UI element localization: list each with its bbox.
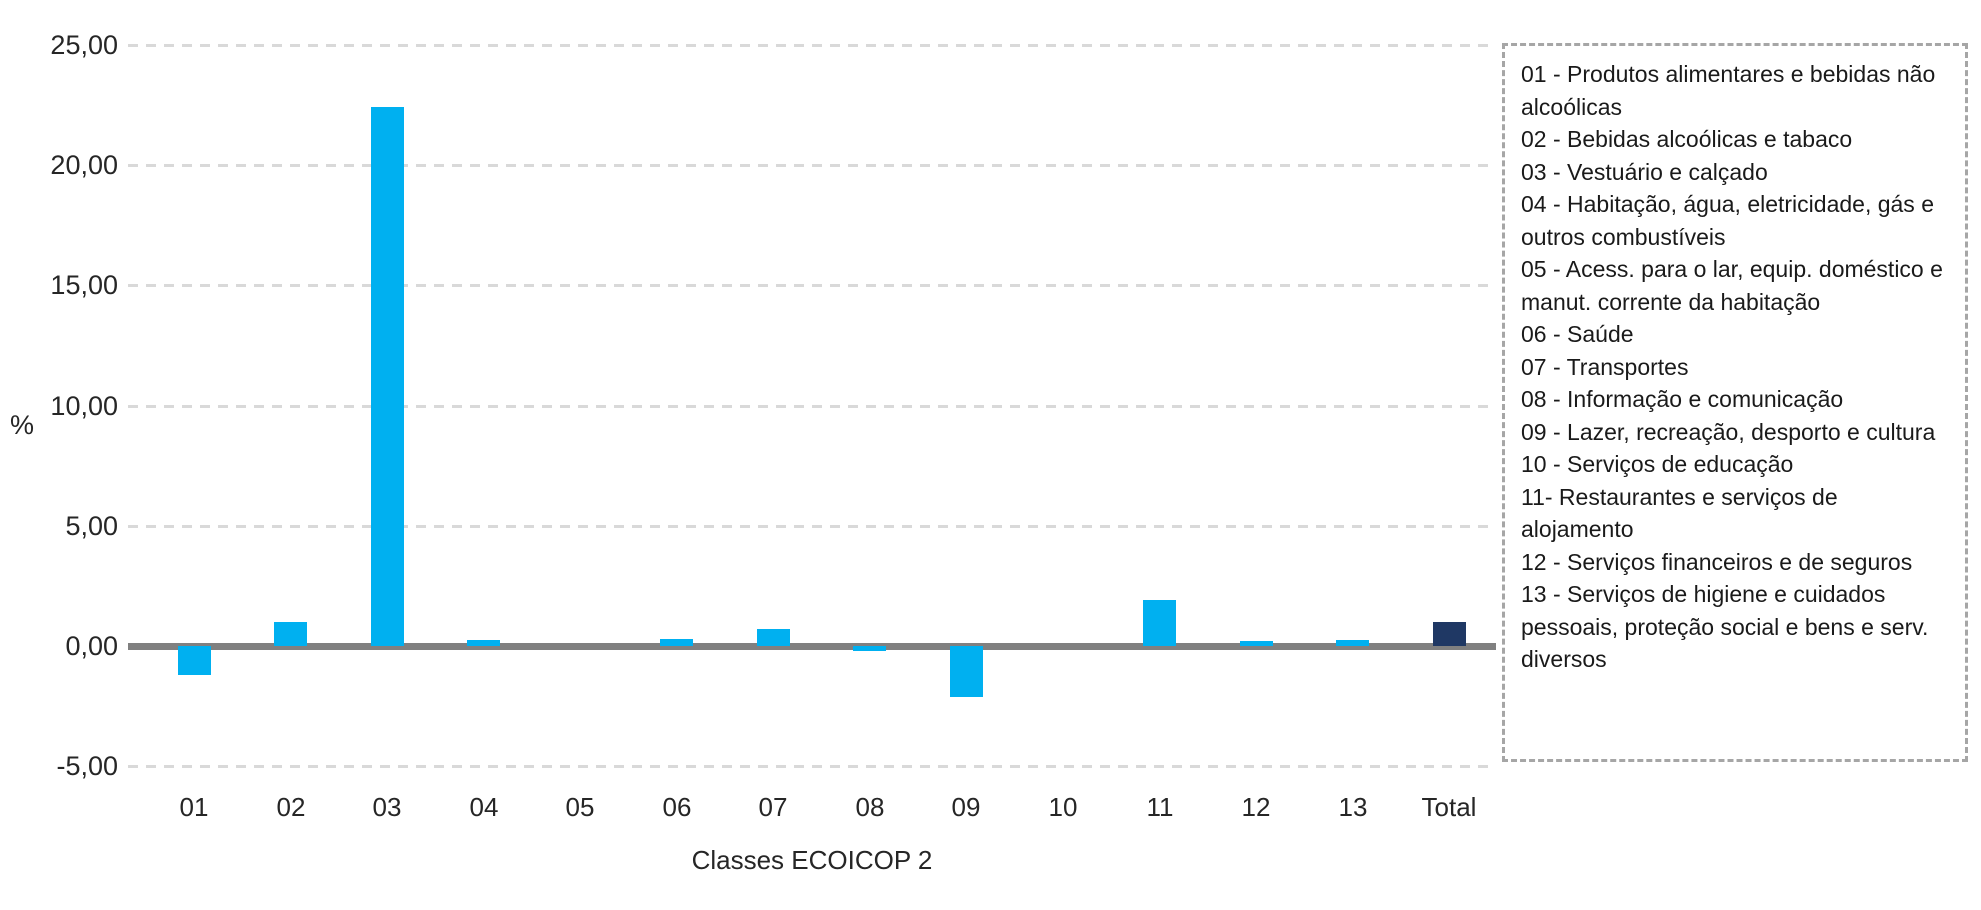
bar-total bbox=[1433, 622, 1466, 646]
y-axis-title: % bbox=[10, 410, 35, 440]
legend-item: 01 - Produtos alimentares e bebidas não … bbox=[1521, 61, 1936, 120]
bar-02 bbox=[274, 622, 307, 646]
legend-item: 13 - Serviços de higiene e cuidados pess… bbox=[1521, 581, 1929, 672]
gridline bbox=[128, 284, 1496, 287]
x-tick-label: 01 bbox=[179, 792, 209, 822]
legend-item: 10 - Serviços de educação bbox=[1521, 451, 1794, 477]
x-tick-label: 09 bbox=[951, 792, 981, 822]
bar-04 bbox=[467, 640, 500, 646]
legend-item: 07 - Transportes bbox=[1521, 353, 1689, 380]
legend-item: 11- Restaurantes e serviços de alojament… bbox=[1521, 483, 1838, 543]
legend-item: 09 - Lazer, recreação, desporto e cultur… bbox=[1521, 418, 1936, 445]
gridline bbox=[128, 44, 1496, 47]
bar-12 bbox=[1240, 641, 1273, 646]
y-tick-label: 10,00 bbox=[50, 391, 118, 421]
gridline bbox=[128, 525, 1496, 528]
x-tick-label: 10 bbox=[1048, 792, 1078, 822]
bar-11 bbox=[1143, 600, 1176, 646]
x-tick-label: 02 bbox=[276, 792, 306, 822]
bar-06 bbox=[660, 639, 693, 646]
bar-07 bbox=[757, 629, 790, 646]
gridline bbox=[128, 164, 1496, 167]
bar-09 bbox=[950, 646, 983, 697]
gridline bbox=[128, 765, 1496, 768]
x-tick-label: 05 bbox=[565, 792, 595, 822]
zero-axis-line bbox=[128, 642, 1496, 650]
bar-01 bbox=[178, 646, 211, 675]
legend-item: 06 - Saúde bbox=[1521, 321, 1634, 347]
legend-item: 05 - Acess. para o lar, equip. doméstico… bbox=[1521, 256, 1943, 315]
x-tick-label: 13 bbox=[1338, 792, 1368, 822]
legend-item: 12 - Serviços financeiros e de seguros bbox=[1521, 548, 1913, 575]
x-tick-label: 11 bbox=[1146, 792, 1174, 822]
x-tick-label: 12 bbox=[1241, 792, 1271, 822]
legend-item: 03 - Vestuário e calçado bbox=[1521, 158, 1768, 185]
legend-box: 01 - Produtos alimentares e bebidas não … bbox=[1502, 43, 1968, 762]
bar-03 bbox=[371, 107, 404, 646]
x-tick-label: 04 bbox=[469, 792, 499, 822]
y-tick-label: 15,00 bbox=[50, 270, 118, 300]
x-tick-label: Total bbox=[1421, 792, 1477, 822]
x-tick-label: 08 bbox=[855, 792, 885, 822]
legend-item: 04 - Habitação, água, eletricidade, gás … bbox=[1521, 191, 1934, 250]
y-tick-label: 20,00 bbox=[50, 150, 118, 180]
y-tick-label: 25,00 bbox=[50, 30, 118, 60]
x-tick-label: 03 bbox=[372, 792, 402, 822]
legend-item: 02 - Bebidas alcoólicas e tabaco bbox=[1521, 126, 1853, 152]
x-tick-label: 07 bbox=[758, 792, 788, 822]
x-tick-label: 06 bbox=[662, 792, 692, 822]
bar-13 bbox=[1336, 640, 1369, 646]
legend-item: 08 - Informação e comunicação bbox=[1521, 386, 1844, 412]
x-axis-title: Classes ECOICOP 2 bbox=[691, 845, 933, 875]
y-tick-label: -5,00 bbox=[56, 751, 118, 781]
bar-08 bbox=[853, 646, 886, 651]
y-tick-label: 5,00 bbox=[65, 511, 118, 541]
gridline bbox=[128, 405, 1496, 408]
y-tick-label: 0,00 bbox=[65, 631, 118, 661]
